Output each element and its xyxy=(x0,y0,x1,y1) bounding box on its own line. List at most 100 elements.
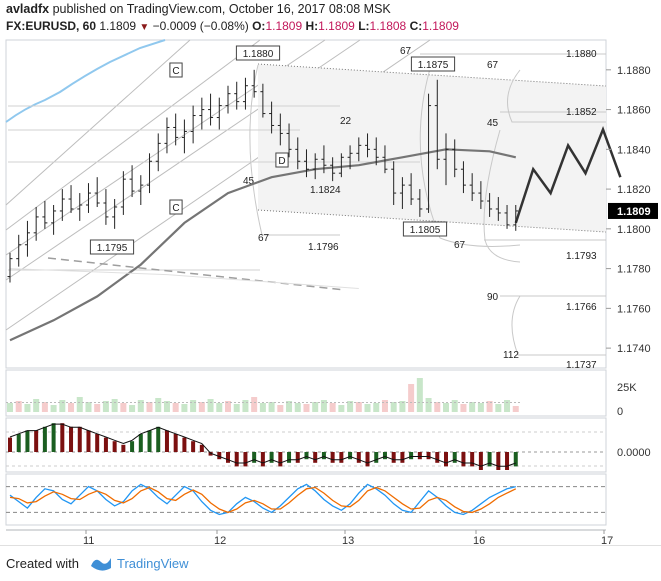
macd-histogram-bar xyxy=(77,426,82,452)
volume-bar xyxy=(338,405,345,412)
candle xyxy=(469,173,475,202)
right-level-label: 1.1852 xyxy=(566,107,597,118)
time-tick-label: 16 xyxy=(473,535,485,545)
candle xyxy=(303,149,309,178)
candle xyxy=(408,173,414,205)
macd-histogram-bar xyxy=(356,452,361,463)
macd-zero-label: 0.0000 xyxy=(617,447,651,459)
candle xyxy=(373,137,379,166)
candle xyxy=(225,85,231,114)
volume-bar xyxy=(486,401,493,412)
tradingview-logo-icon[interactable] xyxy=(89,554,113,574)
macd-histogram-bar xyxy=(348,452,353,460)
fib-level-label: 67 xyxy=(258,233,270,244)
volume-bar xyxy=(33,399,40,412)
candle xyxy=(443,133,449,186)
down-channel-top xyxy=(257,63,607,87)
volume-bar xyxy=(76,397,83,412)
candle xyxy=(164,117,170,154)
macd-histogram-bar xyxy=(86,430,91,452)
candle xyxy=(59,189,65,221)
price-label-high-2-box xyxy=(410,56,456,72)
volume-bar xyxy=(329,403,336,412)
volume-bar xyxy=(504,400,511,412)
tradingview-link[interactable]: TradingView xyxy=(117,556,189,571)
fib-arc-right-67 xyxy=(483,129,521,263)
macd-histogram-bar xyxy=(138,434,143,452)
candle xyxy=(138,175,144,205)
right-level-label: 1.1766 xyxy=(566,302,597,313)
volume-bar xyxy=(120,403,127,412)
macd-histogram-bar xyxy=(42,426,47,452)
lower-ma-line xyxy=(9,268,359,289)
candle xyxy=(51,204,57,235)
volume-bar xyxy=(24,404,31,412)
macd-histogram-bar xyxy=(426,452,431,460)
volume-bar xyxy=(434,402,441,412)
volume-bar xyxy=(408,384,415,412)
volume-bar xyxy=(425,398,432,412)
volume-bar xyxy=(390,402,397,412)
volume-bar xyxy=(15,401,22,412)
macd-histogram-bar xyxy=(234,452,239,467)
volume-bar xyxy=(477,403,484,412)
wave-label-d-box xyxy=(275,152,289,168)
candle xyxy=(382,145,388,174)
price-label-low-1: 1.1795 xyxy=(97,243,128,254)
volume-bar xyxy=(207,399,214,412)
right-level-label: 1.1737 xyxy=(566,360,597,371)
candle xyxy=(208,93,214,126)
macd-histogram-bar xyxy=(260,452,265,467)
macd-histogram-bar xyxy=(513,452,518,467)
macd-histogram-bar xyxy=(374,452,379,463)
price-label-low-1-box xyxy=(89,239,135,255)
candle xyxy=(312,153,318,180)
candle xyxy=(434,79,440,170)
candle xyxy=(504,204,510,229)
volume-bar xyxy=(190,400,197,412)
macd-histogram-bar xyxy=(252,452,257,463)
macd-histogram-bar xyxy=(417,452,422,460)
price-tick-label: 1.1780 xyxy=(617,264,651,276)
macd-histogram-bar xyxy=(330,452,335,463)
macd-histogram-bar xyxy=(461,452,466,467)
candle xyxy=(426,93,432,213)
candle xyxy=(330,157,336,182)
candle xyxy=(33,206,39,241)
fib-level-label: 22 xyxy=(340,116,352,127)
macd-histogram-bar xyxy=(487,452,492,467)
candle xyxy=(103,189,109,225)
macd-histogram-bar xyxy=(304,452,309,460)
macd-histogram-bar xyxy=(25,430,30,452)
volume-bar xyxy=(7,403,13,412)
macd-histogram-bar xyxy=(69,426,74,452)
down-channel-bottom xyxy=(257,209,607,233)
macd-histogram-bar xyxy=(382,452,387,460)
candle xyxy=(77,193,83,221)
macd-signal-line xyxy=(9,423,516,467)
macd-histogram-bar xyxy=(478,452,483,470)
price-tick-label: 1.1740 xyxy=(617,343,651,355)
macd-histogram-bar xyxy=(321,452,326,460)
volume-bar xyxy=(163,401,170,412)
macd-histogram-bar xyxy=(103,437,108,452)
candle xyxy=(286,123,292,158)
volume-scale-label: 25K xyxy=(617,382,637,394)
price-tick-label: 1.1800 xyxy=(617,224,651,236)
candle xyxy=(260,83,266,118)
candle xyxy=(216,97,222,130)
publish-header: avladfx published on TradingView.com, Oc… xyxy=(6,2,391,16)
volume-bar xyxy=(94,404,101,412)
pane-frame-2 xyxy=(5,417,607,473)
macd-histogram-bar xyxy=(496,452,501,470)
macd-histogram-bar xyxy=(182,437,187,452)
author-name[interactable]: avladfx xyxy=(6,2,50,16)
open-value: 1.1809 xyxy=(265,19,303,33)
projection-path xyxy=(514,126,622,224)
macd-histogram-bar xyxy=(365,452,370,467)
macd-histogram-bar xyxy=(130,441,135,452)
macd-histogram-bar xyxy=(243,452,248,467)
volume-bar xyxy=(294,403,301,412)
symbol-label[interactable]: FX:EURUSD, 60 xyxy=(6,19,97,33)
channel-shade xyxy=(258,64,606,232)
